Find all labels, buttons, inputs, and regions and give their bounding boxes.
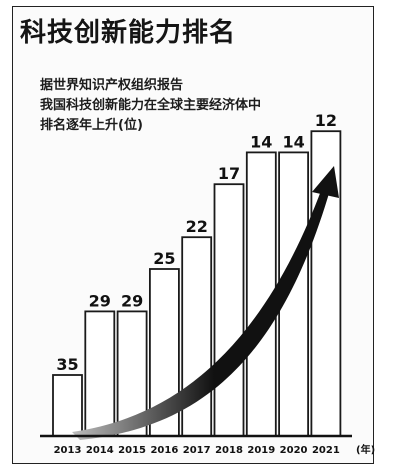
value-label-2020: 14 <box>282 132 304 151</box>
value-label-2013: 35 <box>56 355 78 374</box>
tick-label-2017: 2017 <box>183 445 211 456</box>
bar-2013 <box>52 374 83 437</box>
x-axis-unit-label: (年) <box>356 443 375 456</box>
value-label-2016: 25 <box>153 249 175 268</box>
trend-arrow-body <box>72 188 330 440</box>
chart-subtitle-line-3: 排名逐年上升(位) <box>40 118 143 133</box>
tick-label-2013: 2013 <box>54 445 82 456</box>
value-label-2019: 14 <box>250 132 272 151</box>
value-label-2021: 12 <box>315 111 337 130</box>
value-label-2014: 29 <box>89 291 111 310</box>
chart-title: 科技创新能力排名 <box>20 18 237 48</box>
tick-label-2015: 2015 <box>118 445 146 456</box>
tick-label-2018: 2018 <box>215 445 243 456</box>
value-labels-group: 35 29 29 25 22 17 14 14 12 <box>56 111 337 374</box>
tick-label-2020: 2020 <box>280 445 308 456</box>
value-label-2015: 29 <box>121 291 143 310</box>
tick-labels-group: 2013 2014 2015 2016 2017 2018 2019 2020 2021 <box>54 445 340 456</box>
tick-label-2019: 2019 <box>247 445 275 456</box>
tick-label-2014: 2014 <box>86 445 114 456</box>
value-label-2017: 22 <box>186 217 208 236</box>
chart-subtitle-line-2: 我国科技创新能力在全球主要经济体中 <box>40 98 262 113</box>
bar-2018 <box>213 183 245 437</box>
tick-label-2021: 2021 <box>312 445 340 456</box>
bar-2014 <box>84 310 116 437</box>
value-label-2018: 17 <box>218 164 240 183</box>
trend-arrow-head <box>312 166 339 198</box>
tick-label-2016: 2016 <box>150 445 178 456</box>
chart-subtitle-line-1: 据世界知识产权组织报告 <box>40 78 184 93</box>
